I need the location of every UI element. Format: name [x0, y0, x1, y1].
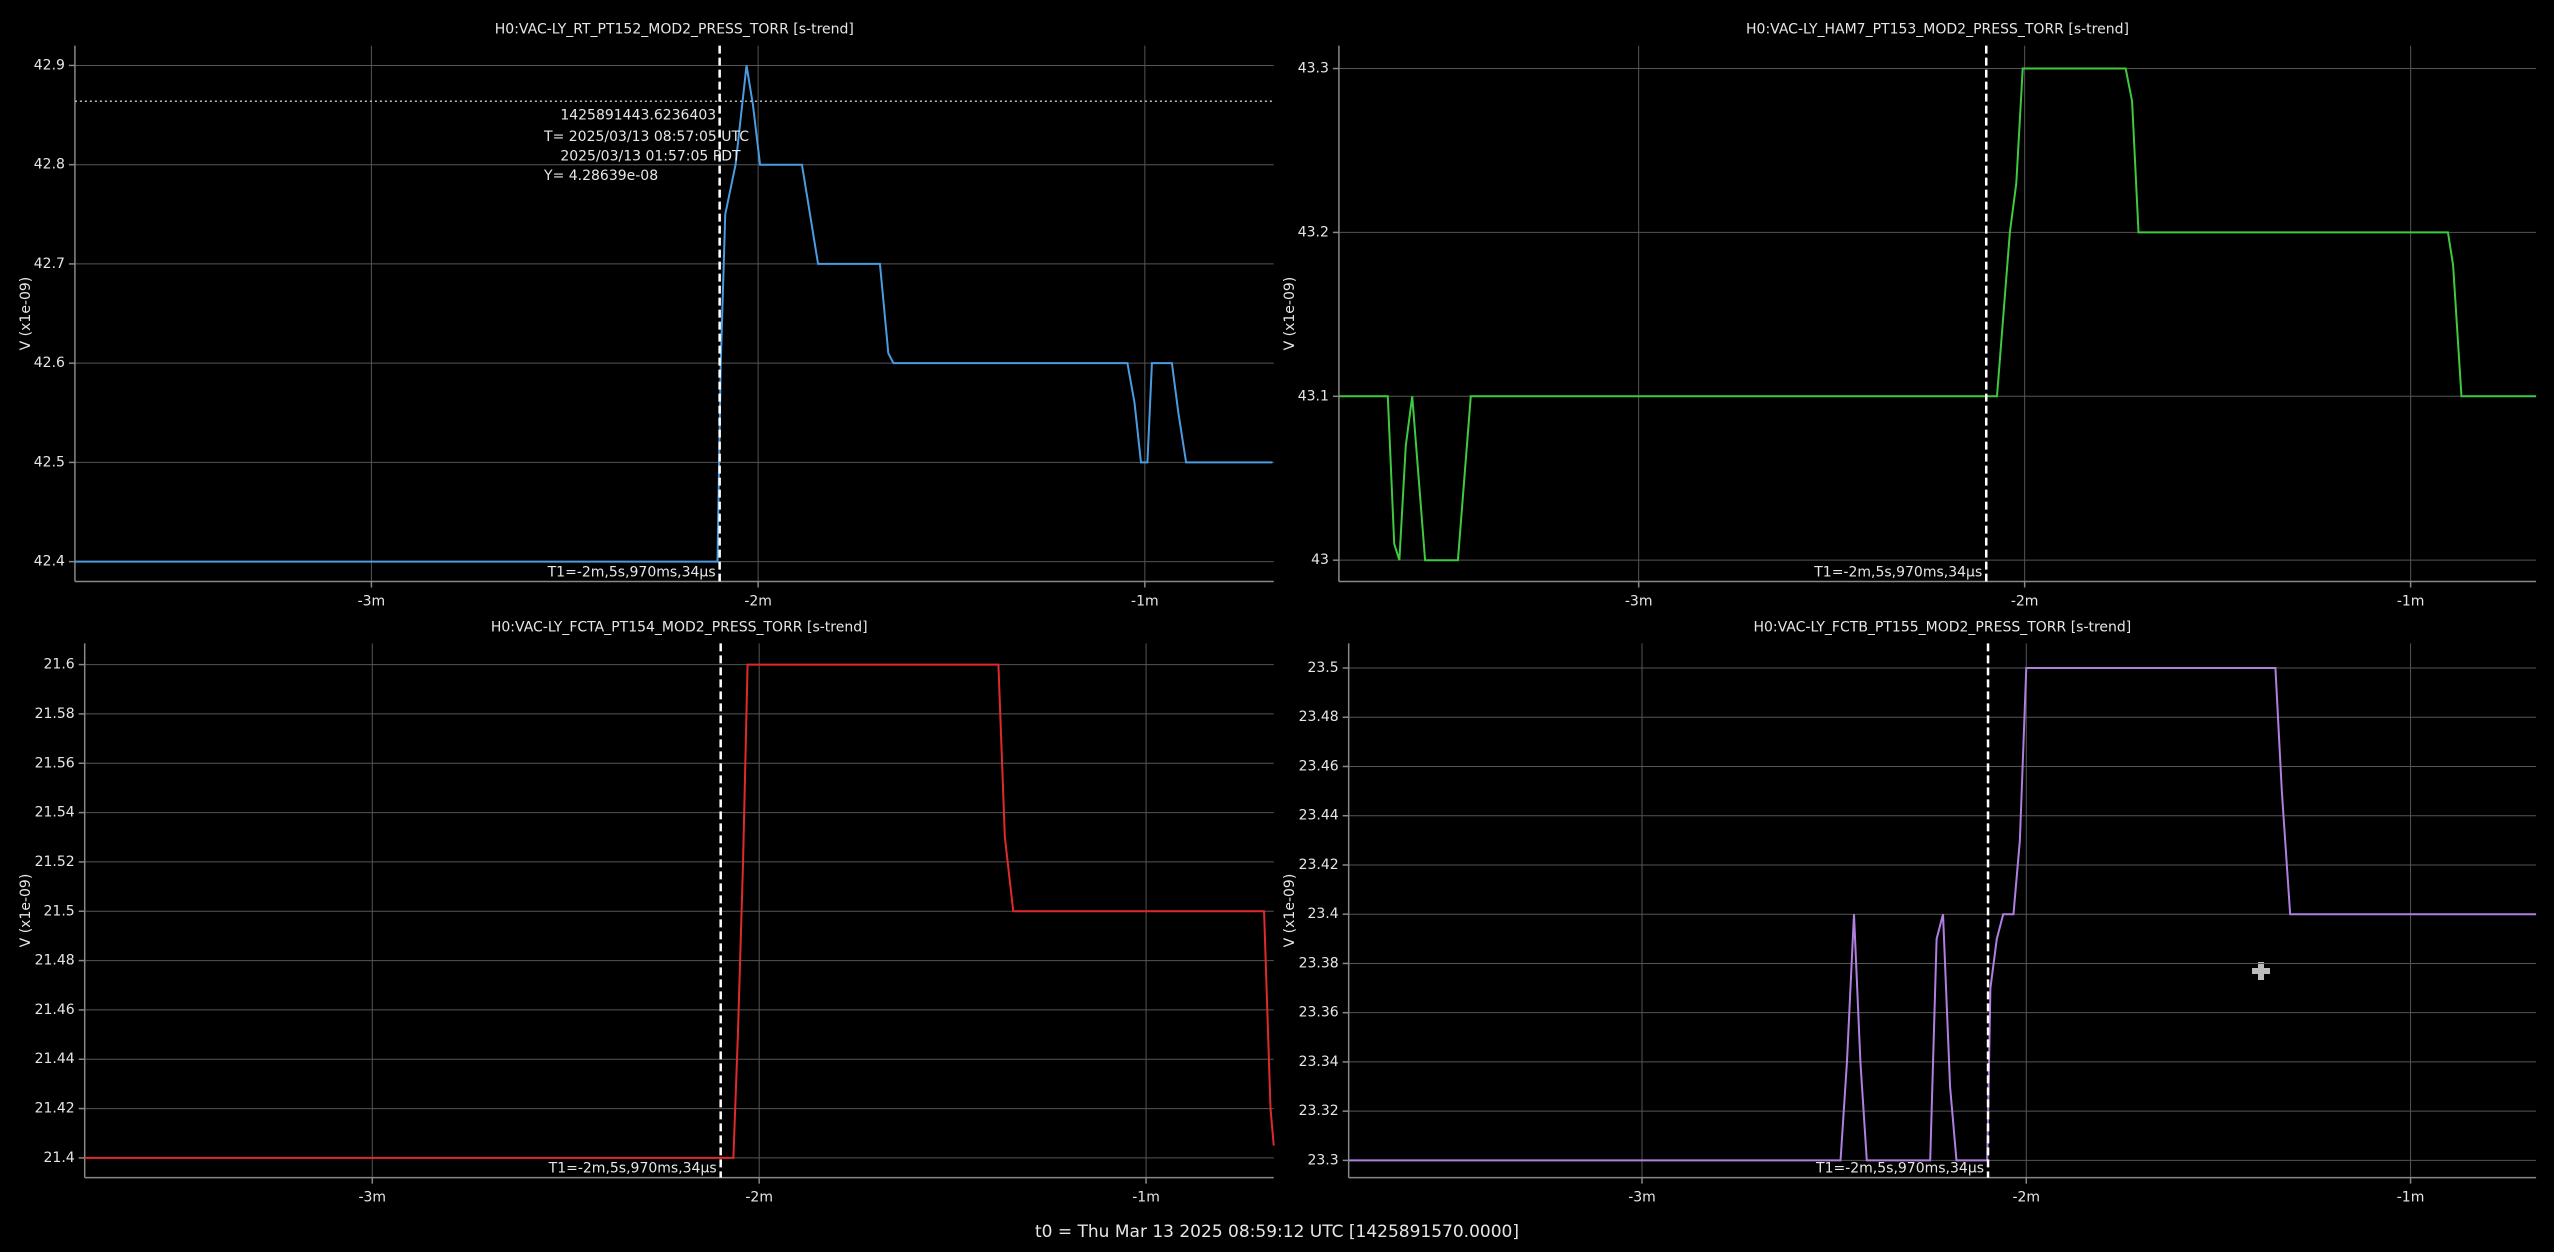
y-tick-label: 21.56	[35, 755, 75, 771]
cursor-annotation: Y= 4.28639e-08	[543, 168, 658, 184]
panel: H0:VAC-LY_HAM7_PT153_MOD2_PRESS_TORR [s-…	[1282, 22, 2537, 609]
y-tick-label: 42.6	[34, 355, 65, 371]
y-tick-label: 42.5	[34, 454, 65, 470]
x-tick-label: -3m	[1625, 593, 1653, 609]
x-tick-label: -2m	[745, 1190, 773, 1206]
y-axis-label: V (x1e-09)	[1282, 874, 1298, 948]
y-tick-label: 43.2	[1298, 224, 1329, 240]
panel: H0:VAC-LY_FCTA_PT154_MOD2_PRESS_TORR [s-…	[18, 619, 1275, 1206]
x-tick-label: -1m	[2397, 593, 2425, 609]
y-axis-label: V (x1e-09)	[1282, 277, 1298, 351]
x-tick-label: -1m	[1132, 1190, 1160, 1206]
y-tick-label: 23.3	[1307, 1152, 1338, 1168]
y-tick-label: 23.48	[1299, 709, 1339, 725]
y-tick-label: 43.1	[1298, 388, 1329, 404]
x-tick-label: -3m	[1628, 1190, 1656, 1206]
y-tick-label: 23.42	[1299, 857, 1339, 873]
trend-line	[1338, 67, 2537, 562]
x-tick-label: -1m	[2397, 1190, 2425, 1206]
panel-title: H0:VAC-LY_RT_PT152_MOD2_PRESS_TORR [s-tr…	[495, 22, 854, 38]
y-tick-label: 42.7	[34, 256, 65, 272]
x-tick-label: -1m	[1131, 593, 1159, 609]
y-tick-label: 23.32	[1299, 1103, 1339, 1119]
y-tick-label: 21.46	[35, 1002, 75, 1018]
y-tick-label: 21.5	[44, 903, 75, 919]
y-tick-label: 43	[1311, 552, 1329, 568]
trend-line	[74, 65, 1273, 563]
cursor-label: T1=-2m,5s,970ms,34µs	[548, 1161, 717, 1177]
panel: H0:VAC-LY_FCTB_PT155_MOD2_PRESS_TORR [s-…	[1282, 619, 2537, 1206]
footer-t0: t0 = Thu Mar 13 2025 08:59:12 UTC [14258…	[1035, 1222, 1519, 1242]
panel-title: H0:VAC-LY_FCTA_PT154_MOD2_PRESS_TORR [s-…	[491, 619, 868, 635]
y-tick-label: 42.4	[34, 554, 65, 570]
y-tick-label: 23.44	[1299, 808, 1339, 824]
y-tick-label: 21.4	[44, 1150, 75, 1166]
panel-title: H0:VAC-LY_FCTB_PT155_MOD2_PRESS_TORR [s-…	[1753, 619, 2131, 635]
y-axis-label: V (x1e-09)	[18, 874, 34, 948]
x-tick-label: -3m	[358, 1190, 386, 1206]
cursor-label: T1=-2m,5s,970ms,34µs	[547, 564, 716, 580]
y-tick-label: 23.5	[1307, 660, 1338, 676]
x-tick-label: -3m	[358, 593, 386, 609]
panel: H0:VAC-LY_RT_PT152_MOD2_PRESS_TORR [s-tr…	[18, 22, 1274, 609]
mouse-cursor	[2252, 962, 2270, 980]
y-tick-label: 21.6	[44, 657, 75, 673]
x-tick-label: -2m	[2011, 593, 2039, 609]
cursor-annotation: T= 2025/03/13 08:57:05 UTC	[543, 129, 749, 145]
cursor-annotation: 1425891443.6236403	[560, 108, 716, 124]
cursor-annotation: 2025/03/13 01:57:05 PDT	[560, 148, 741, 164]
panel-title: H0:VAC-LY_HAM7_PT153_MOD2_PRESS_TORR [s-…	[1746, 22, 2129, 38]
y-tick-label: 21.54	[35, 805, 75, 821]
cursor-label: T1=-2m,5s,970ms,34µs	[1815, 1161, 1984, 1177]
trend-line	[84, 663, 1275, 1159]
y-tick-label: 23.36	[1299, 1005, 1339, 1021]
y-tick-label: 23.34	[1299, 1054, 1339, 1070]
y-axis-label: V (x1e-09)	[18, 277, 34, 351]
trend-line	[1348, 667, 2537, 1162]
y-tick-label: 23.46	[1299, 758, 1339, 774]
y-tick-label: 23.4	[1307, 906, 1338, 922]
y-tick-label: 21.48	[35, 953, 75, 969]
y-tick-label: 21.42	[35, 1101, 75, 1117]
y-tick-label: 42.9	[34, 57, 65, 73]
x-tick-label: -2m	[2012, 1190, 2040, 1206]
cursor-label: T1=-2m,5s,970ms,34µs	[1813, 564, 1982, 580]
y-tick-label: 21.44	[35, 1051, 75, 1067]
y-tick-label: 21.58	[35, 706, 75, 722]
y-tick-label: 21.52	[35, 854, 75, 870]
y-tick-label: 43.3	[1298, 61, 1329, 77]
y-tick-label: 23.38	[1299, 955, 1339, 971]
x-tick-label: -2m	[744, 593, 772, 609]
y-tick-label: 42.8	[34, 157, 65, 173]
